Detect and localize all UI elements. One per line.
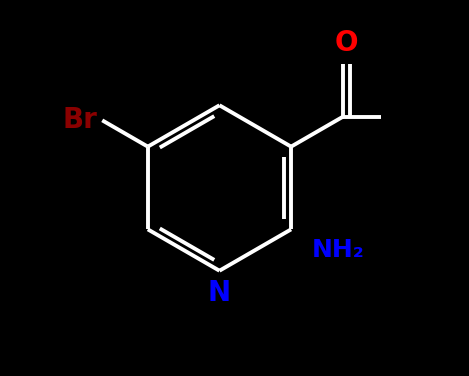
Text: N: N <box>208 279 231 307</box>
Text: NH₂: NH₂ <box>312 238 364 262</box>
Text: O: O <box>335 29 358 57</box>
Text: Br: Br <box>63 106 98 134</box>
